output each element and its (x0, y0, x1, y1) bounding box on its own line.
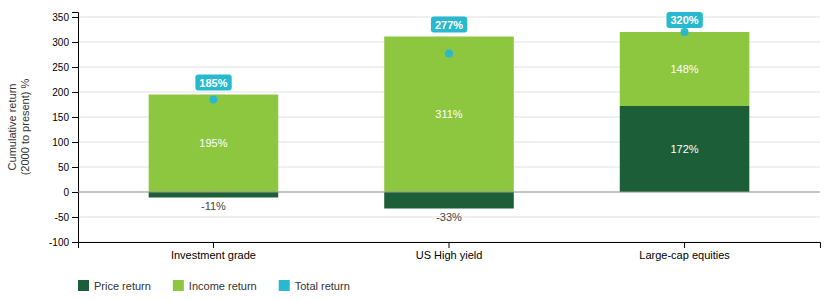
grid (78, 17, 820, 242)
bar (149, 95, 279, 193)
x-tick-mark (449, 242, 450, 248)
legend-label: Price return (94, 280, 151, 292)
total-label-box (431, 17, 467, 33)
bar (620, 32, 750, 106)
x-tick-label: Investment grade (171, 249, 256, 261)
y-tick-label: 0 (63, 187, 69, 198)
y-tick: 300 (52, 37, 78, 48)
grid-line (78, 192, 820, 193)
bar-label: -33% (436, 211, 462, 223)
y-tick: 150 (52, 112, 78, 123)
y-tick-label: 100 (52, 137, 69, 148)
total-label-box (195, 75, 231, 91)
y-tick: 0 (63, 187, 78, 198)
y-tick-mark (72, 117, 78, 118)
x-tick-label: US High yield (416, 249, 483, 261)
legend-label: Total return (295, 280, 350, 292)
y-tick: 50 (58, 162, 78, 173)
point (209, 96, 217, 104)
y-axis: -100 -50 0 50 100 150 200 250 300 350 (49, 12, 79, 248)
x-tick-mark (213, 242, 214, 248)
bar (620, 106, 750, 192)
total-label-text: 185% (199, 77, 227, 89)
y-tick-mark (72, 217, 78, 218)
total-label-text: 277% (435, 19, 463, 31)
y-tick: 200 (52, 87, 78, 98)
x-tick-label: Large-cap equities (639, 249, 730, 261)
bar (384, 37, 514, 193)
x-tick: Large-cap equities (639, 242, 730, 261)
y-tick-mark (72, 42, 78, 43)
legend-label: Income return (189, 280, 257, 292)
x-axis-line (79, 243, 821, 249)
bar-label: 172% (670, 143, 698, 155)
legend-item: Price return (78, 280, 151, 292)
bar-label: -11% (201, 200, 226, 212)
plot: -100 -50 0 50 100 150 200 250 300 350 Investment g… (49, 12, 821, 261)
point (681, 28, 689, 36)
y-tick: 250 (52, 62, 78, 73)
x-tick-mark (684, 242, 685, 248)
y-tick: -100 (49, 237, 78, 248)
y-tick-label: 250 (52, 62, 69, 73)
y-tick-mark (72, 242, 78, 243)
y-tick: 100 (52, 137, 78, 148)
y-axis-title: Cumulative return(2000 to present) % (6, 78, 31, 175)
legend-item: Total return (279, 280, 350, 292)
bar (149, 192, 279, 198)
y-tick-label: 300 (52, 37, 69, 48)
chart: -100 -50 0 50 100 150 200 250 300 350 Investment g… (0, 0, 840, 300)
y-tick-label: 150 (52, 112, 69, 123)
bar-label: 148% (670, 63, 698, 75)
y-tick-label: 200 (52, 87, 69, 98)
y-tick-label: -100 (49, 237, 69, 248)
x-tick: US High yield (416, 242, 483, 261)
y-tick-mark (72, 192, 78, 193)
legend: Price return Income return Total return (78, 280, 350, 292)
y-tick-mark (72, 17, 78, 18)
total-label: 277% (431, 17, 467, 33)
legend-swatch (173, 280, 184, 291)
y-tick-mark (72, 142, 78, 143)
zero-line (78, 192, 820, 193)
data-labels: -11% -33% 172% 195% 311% 148% 185% 277% 320% (195, 12, 702, 223)
total-label-box (666, 12, 702, 28)
y-tick: 350 (52, 12, 78, 23)
total-label: 185% (195, 75, 231, 91)
y-tick-label: 350 (52, 12, 69, 23)
legend-item: Income return (173, 280, 257, 292)
y-tick: -50 (55, 212, 78, 223)
bar (384, 192, 514, 209)
marks (149, 28, 750, 208)
y-tick-label: 50 (58, 162, 70, 173)
x-axis: Investment grade US High yield Large-cap e… (79, 242, 821, 261)
y-tick-mark (72, 67, 78, 68)
y-tick-label: -50 (55, 212, 70, 223)
y-tick-mark (72, 92, 78, 93)
bar-label: 311% (435, 108, 463, 120)
total-label: 320% (666, 12, 702, 28)
total-label-text: 320% (670, 14, 698, 26)
legend-swatch (78, 280, 89, 291)
x-tick: Investment grade (171, 242, 256, 261)
legend-swatch (279, 280, 290, 291)
y-axis-line (72, 13, 79, 243)
point (445, 50, 453, 58)
y-tick-mark (72, 167, 78, 168)
bar-label: 195% (199, 137, 227, 149)
